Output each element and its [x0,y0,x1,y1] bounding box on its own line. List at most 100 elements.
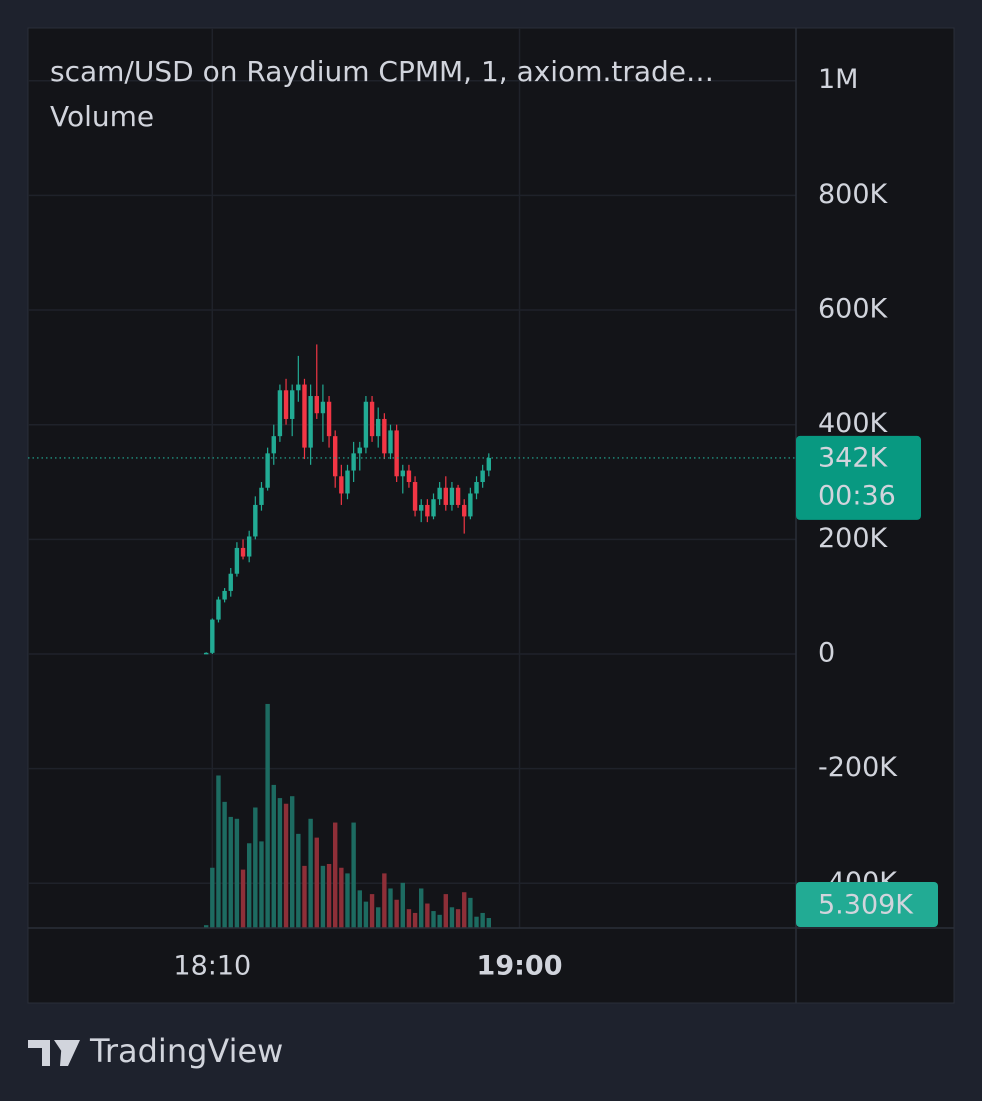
volume-bar [431,911,436,928]
chart-subtitle: Volume [50,100,154,133]
candle-body [425,504,430,517]
volume-bar [382,873,387,928]
volume-bar [210,867,215,928]
candle-body [351,453,356,471]
candle-body [228,573,233,591]
candle-body [412,482,418,511]
volume-bar [339,867,344,928]
candle-body [333,436,338,477]
volume-bar [234,818,240,928]
volume-bar [449,907,455,928]
volume-bar [333,822,338,928]
volume-bar [351,822,356,928]
volume-bar [320,865,326,928]
volume-label: 5.309K [818,890,914,921]
volume-bar [253,807,258,928]
volume-bar [363,901,369,928]
candle-body [339,476,344,494]
candle-body [240,547,246,557]
candle-body [277,390,283,437]
y-tick-label: 200K [818,523,889,554]
volume-bar [283,803,289,928]
candle-body [296,384,301,391]
candle-body [369,401,375,437]
brand: TradingView [89,1032,283,1070]
x-tick-label: 19:00 [477,951,563,982]
volume-bar [425,903,430,928]
x-tick-label: 18:10 [173,951,251,982]
candle-body [345,470,350,494]
volume-bar [486,918,491,928]
volume-bar [400,882,405,928]
brand-logo [28,1040,80,1066]
volume-bar [412,912,418,928]
candle-body [480,470,485,483]
candle-body [314,396,319,414]
candle-body [271,436,276,454]
price-label: 342K [818,442,889,473]
candle-body [400,470,405,477]
volume-bar [296,833,301,928]
volume-bar [203,925,209,928]
volume-bar [480,912,485,928]
volume-bar [443,894,448,928]
candle-body [437,487,442,500]
candle-body [455,487,461,505]
candle-body [419,504,424,511]
volume-bar [222,801,227,928]
candle-body [326,401,332,437]
volume-label-box [796,882,938,927]
candle-body [388,430,393,454]
volume-bar [462,892,467,928]
candle-body [265,453,270,488]
volume-bar [228,816,233,928]
candle-body [443,487,448,505]
candle-body [406,470,412,483]
volume-bar [246,843,252,928]
candle-body [259,487,264,505]
y-tick-label: 800K [818,179,889,210]
price-label-box [796,435,921,520]
volume-bar [302,865,307,928]
volume-bar [271,784,276,928]
candle-body [363,401,369,448]
volume-bar [388,888,393,928]
volume-bar [474,916,479,928]
candle-body [468,493,473,517]
volume-bar [369,894,375,928]
candle-body [253,504,258,537]
volume-bar [265,703,270,928]
chart-title: scam/USD on Raydium CPMM, 1, axiom.trade… [50,55,714,88]
candle-body [382,418,387,454]
candle-body [283,390,289,419]
volume-bar [406,909,412,928]
volume-bar [455,909,461,928]
y-tick-label: -200K [818,752,898,783]
volume-bar [277,798,283,928]
y-tick-label: 400K [818,408,889,439]
volume-bar [419,888,424,928]
candle-body [289,390,295,419]
candle-body [449,487,455,505]
volume-bar [259,841,264,928]
countdown: 00:36 [818,480,896,511]
candle-body [246,536,252,557]
y-tick-label: 600K [818,294,889,325]
candle-body [357,447,362,454]
candle-body [474,482,479,494]
candle-body [394,430,399,477]
candle-body [210,619,215,653]
volume-bar [326,863,332,928]
volume-bar [345,873,350,928]
candle-body [222,590,227,600]
volume-bar [394,899,399,928]
candle-body [462,504,467,517]
volume-bar [289,796,295,928]
volume-bar [216,775,221,928]
y-tick-label: 0 [818,637,835,668]
candle-body [234,547,240,574]
volume-bar [240,869,246,928]
volume-bar [376,907,381,928]
volume-bar [468,897,473,928]
